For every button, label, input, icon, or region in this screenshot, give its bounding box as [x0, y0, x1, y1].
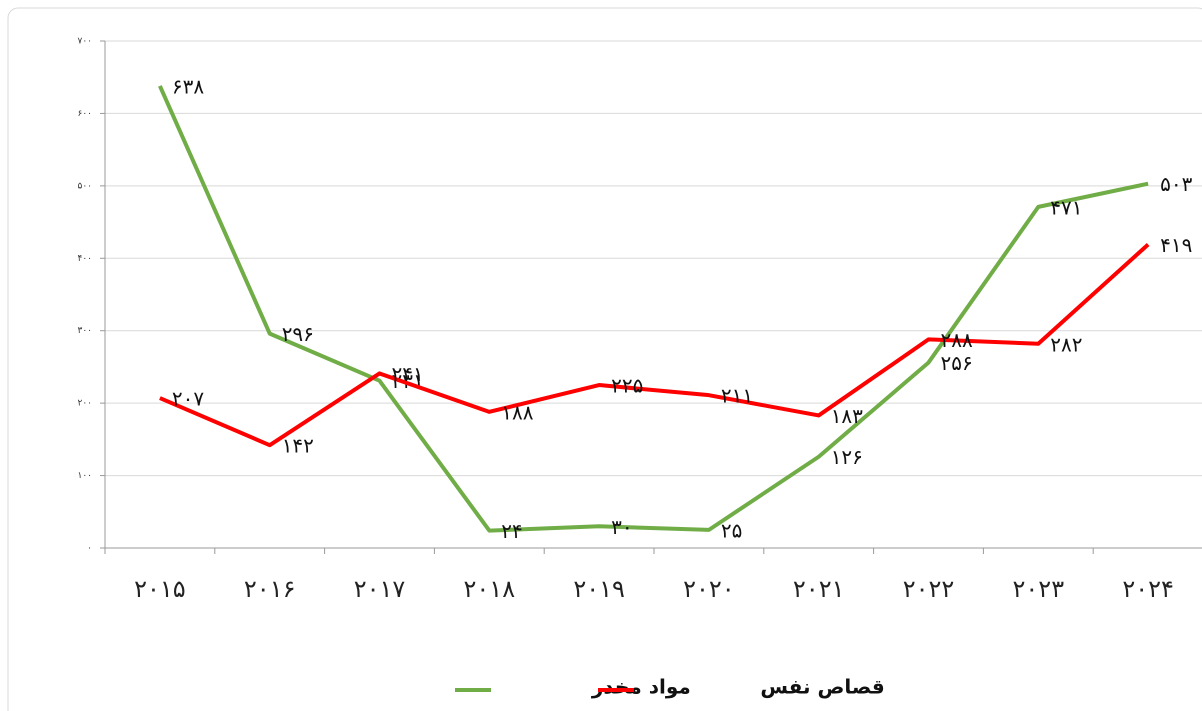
- data-label: ۳۰: [611, 515, 632, 539]
- y-tick-label: ۴۰۰: [77, 254, 92, 264]
- y-tick-label: ۲۰۰: [77, 399, 92, 409]
- x-tick-label: ۲۰۲۱: [793, 575, 845, 603]
- y-tick-label: ۷۰۰: [77, 37, 92, 47]
- legend-label: قصاص نفس: [760, 675, 884, 699]
- series-line: [158, 85, 1149, 533]
- y-tick-label: ۰: [87, 544, 92, 554]
- data-label: ۴۱۹: [1160, 233, 1192, 257]
- x-tick-label: ۲۰۱۶: [244, 575, 296, 603]
- data-label: ۲۴۱: [392, 362, 424, 386]
- x-tick-label: ۲۰۱۹: [573, 575, 625, 603]
- y-tick-label: ۳۰۰: [77, 326, 92, 336]
- data-label: ۱۸۳: [831, 404, 863, 428]
- data-label: ۲۱۱: [721, 384, 753, 408]
- x-tick-label: ۲۰۱۸: [464, 575, 516, 603]
- x-tick-label: ۲۰۲۴: [1122, 575, 1174, 603]
- data-label: ۲۲۵: [611, 374, 643, 398]
- data-label: ۲۸۲: [1050, 332, 1082, 356]
- data-label: ۲۵: [721, 518, 742, 542]
- y-tick-label: ۶۰۰: [77, 109, 92, 119]
- data-label: ۱۲۶: [831, 445, 863, 469]
- data-label: ۲۴: [501, 519, 522, 543]
- data-label: ۲۹۶: [282, 322, 314, 346]
- data-label: ۲۸۸: [941, 328, 973, 352]
- data-label: ۲۵۶: [941, 351, 973, 375]
- x-tick-label: ۲۰۱۵: [134, 575, 186, 603]
- y-tick-label: ۵۰۰: [77, 181, 92, 191]
- x-tick-label: ۲۰۲۳: [1013, 575, 1065, 603]
- x-tick-label: ۲۰۱۷: [354, 575, 406, 603]
- chart-frame: [7, 7, 1202, 711]
- legend-label: مواد مخدر: [591, 675, 691, 699]
- data-label: ۴۷۱: [1050, 195, 1082, 219]
- data-label: ۵۰۳: [1160, 172, 1192, 196]
- data-label: ۶۳۸: [172, 74, 204, 98]
- y-tick-label: ۱۰۰: [77, 471, 92, 481]
- data-label: ۲۰۷: [172, 387, 204, 411]
- x-tick-label: ۲۰۲۰: [683, 575, 735, 603]
- data-label: ۱۴۲: [282, 434, 314, 458]
- x-tick-label: ۲۰۲۲: [903, 575, 955, 603]
- data-label: ۱۸۸: [501, 400, 533, 424]
- series-line: [159, 243, 1150, 448]
